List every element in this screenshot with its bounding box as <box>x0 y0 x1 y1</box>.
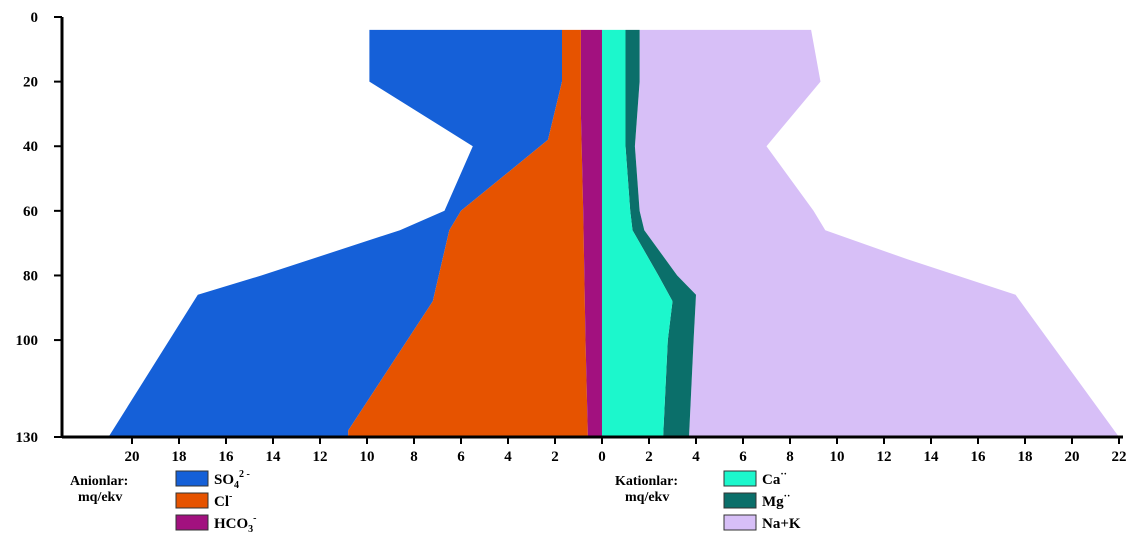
y-tick-label: 130 <box>16 430 39 446</box>
x-tick-label: 22 <box>1112 449 1127 465</box>
legend-swatch-mg <box>723 492 757 509</box>
y-tick-label: 80 <box>23 268 38 284</box>
x-tick-label: 6 <box>457 449 465 465</box>
x-tick-label: 4 <box>504 449 512 465</box>
y-ticks: 0 20 40 60 80 100 130 <box>16 10 62 446</box>
x-tick-label: 16 <box>971 449 987 465</box>
x-tick-label: 6 <box>739 449 747 465</box>
y-tick-label: 40 <box>23 139 38 155</box>
anion-legend-unit: mq/ekv <box>78 490 122 505</box>
x-tick-label: 18 <box>1018 449 1033 465</box>
x-tick-label: 0 <box>598 449 606 465</box>
x-tick-label: 20 <box>125 449 140 465</box>
legend-anions: Anionlar: mq/ekv SO42 -Cl- HCO3- <box>70 469 257 535</box>
x-tick-label: 10 <box>360 449 375 465</box>
legend-swatch-hco3 <box>175 514 209 531</box>
legend-label-mg: Mg·· <box>762 491 790 510</box>
y-tick-label: 0 <box>31 10 39 26</box>
area-nak <box>634 29 1119 438</box>
legend-swatch-so4 <box>175 470 209 487</box>
x-tick-label: 14 <box>924 449 940 465</box>
legend-label-nak: Na+K <box>762 516 801 532</box>
legend-swatch-nak <box>723 514 757 531</box>
area-ca <box>602 29 673 438</box>
legend-cations: Kationlar: mq/ekv Ca·· Mg·· Na+K <box>615 469 801 532</box>
legend-label-cl: Cl- <box>214 491 232 510</box>
cation-legend-unit: mq/ekv <box>625 490 669 505</box>
y-tick-label: 60 <box>23 204 38 220</box>
x-tick-label: 2 <box>645 449 653 465</box>
x-tick-label: 14 <box>266 449 282 465</box>
area-layer <box>108 29 1119 438</box>
legend-label-hco3: HCO3- <box>214 513 257 535</box>
legend-label-ca: Ca·· <box>762 469 787 488</box>
x-tick-label: 8 <box>786 449 794 465</box>
y-tick-label: 100 <box>16 333 39 349</box>
x-tick-label: 18 <box>172 449 187 465</box>
legend-swatch-cl <box>175 492 209 509</box>
axes-layer <box>60 17 1123 439</box>
x-tick-label: 20 <box>1065 449 1080 465</box>
x-ticks: 20 18 16 14 12 10 8 6 4 2 0 2 4 6 8 10 12 14 16 18 20 22 <box>125 437 1127 465</box>
area-mg <box>625 29 696 438</box>
area-cl <box>348 29 588 438</box>
x-tick-label: 4 <box>692 449 700 465</box>
x-tick-label: 2 <box>551 449 559 465</box>
legend-swatch-ca <box>723 470 757 487</box>
area-so4 <box>108 29 562 438</box>
cation-legend-title: Kationlar: <box>615 474 678 489</box>
x-tick-label: 8 <box>410 449 418 465</box>
area-hco3 <box>580 29 602 438</box>
x-tick-label: 12 <box>313 449 328 465</box>
anion-legend-title: Anionlar: <box>70 474 128 489</box>
legend-label-so4: SO42 - <box>214 469 250 491</box>
x-tick-label: 12 <box>877 449 892 465</box>
y-tick-label: 20 <box>23 75 38 91</box>
x-tick-label: 16 <box>219 449 235 465</box>
x-tick-label: 10 <box>830 449 845 465</box>
